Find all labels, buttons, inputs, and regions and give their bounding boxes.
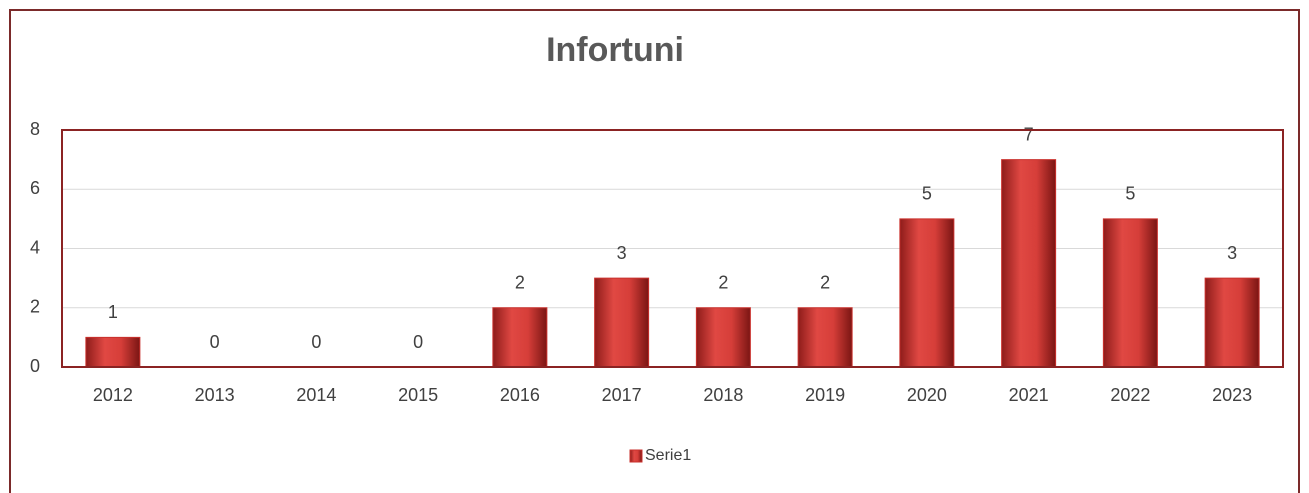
x-tick-label: 2020: [907, 385, 947, 405]
bar: [695, 307, 751, 368]
bar: [797, 307, 853, 368]
data-label: 3: [617, 243, 627, 263]
data-label: 7: [1024, 124, 1034, 144]
chart-frame: [9, 9, 1300, 493]
x-tick-label: 2012: [93, 385, 133, 405]
y-tick-label: 4: [30, 237, 40, 257]
x-tick-label: 2013: [195, 385, 235, 405]
bar: [1204, 277, 1260, 368]
legend-label: Serie1: [645, 447, 691, 464]
data-label: 5: [1125, 184, 1135, 204]
x-tick-label: 2018: [703, 385, 743, 405]
y-tick-label: 0: [30, 356, 40, 376]
bar: [492, 307, 548, 368]
y-tick-label: 6: [30, 178, 40, 198]
bar: [1001, 159, 1057, 368]
bar: [899, 218, 955, 368]
data-label: 2: [718, 273, 728, 293]
bar: [85, 336, 141, 368]
x-tick-label: 2022: [1110, 385, 1150, 405]
data-label: 1: [108, 302, 118, 322]
plot-frame: [61, 129, 1284, 368]
plot: 0 2 4 6 8 2012 1 2013 0 2014 0 2015 0 2016 2 2017 3 2018 2…: [30, 119, 1283, 464]
data-label: 2: [820, 273, 830, 293]
x-tick-label: 2021: [1009, 385, 1049, 405]
data-label: 2: [515, 273, 525, 293]
x-tick-label: 2017: [602, 385, 642, 405]
x-tick-label: 2014: [296, 385, 336, 405]
data-label: 3: [1227, 243, 1237, 263]
x-tick-label: 2015: [398, 385, 438, 405]
data-label: 0: [210, 332, 220, 352]
bar: [1102, 218, 1158, 368]
x-tick-label: 2019: [805, 385, 845, 405]
y-tick-label: 2: [30, 297, 40, 317]
chart-title: Infortuni: [546, 31, 684, 69]
data-label: 0: [413, 332, 423, 352]
y-tick-label: 8: [30, 119, 40, 139]
data-label: 5: [922, 184, 932, 204]
x-tick-label: 2016: [500, 385, 540, 405]
legend-swatch: [629, 449, 643, 463]
x-tick-label: 2023: [1212, 385, 1252, 405]
data-label: 0: [311, 332, 321, 352]
bar: [594, 277, 650, 368]
